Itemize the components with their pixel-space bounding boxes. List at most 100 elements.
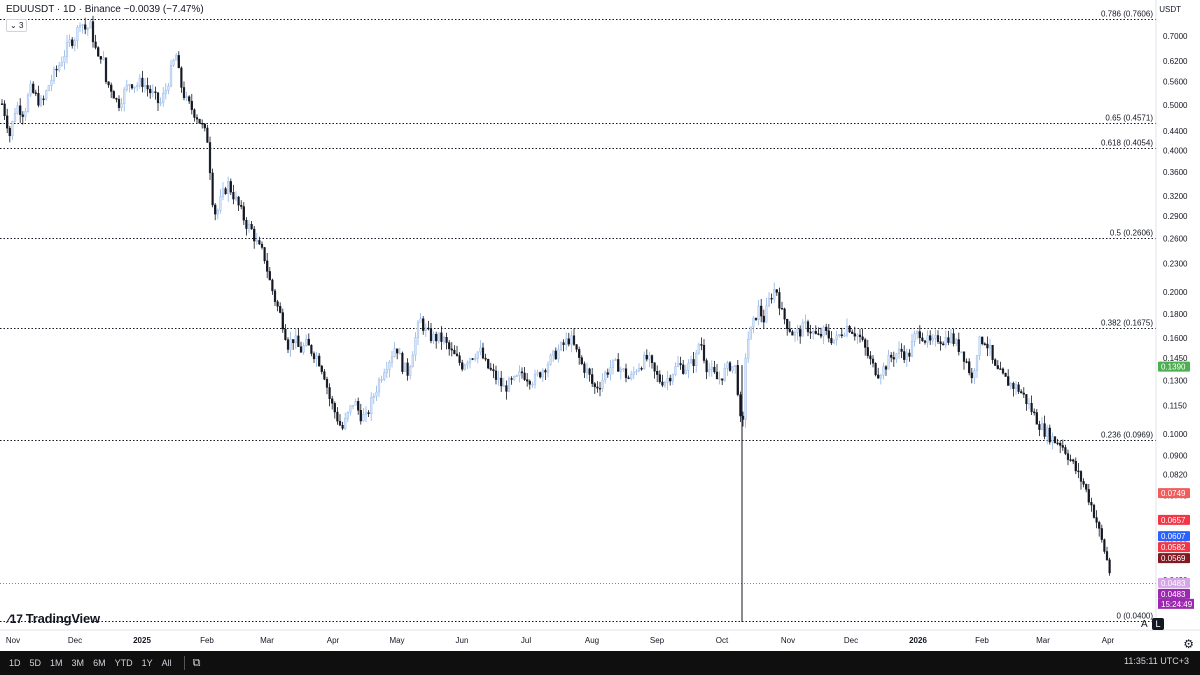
candle-body [47, 85, 50, 91]
candle-body [276, 301, 279, 307]
candle [632, 366, 635, 380]
candle-body [1082, 481, 1085, 485]
candle-body [1035, 412, 1038, 425]
candle [523, 367, 526, 381]
candle [52, 66, 56, 84]
utc-clock[interactable]: 11:35:11 UTC+3 [1124, 656, 1189, 666]
candle [562, 339, 565, 352]
candle-body [349, 405, 352, 413]
candle [201, 119, 204, 129]
timeframe-1m[interactable]: 1M [50, 658, 63, 668]
tradingview-logo[interactable]: ⁄17 TradingView [8, 611, 100, 626]
indicator-toggle[interactable]: ⌄ 3 [6, 19, 28, 32]
axis-unit[interactable]: USDT [1159, 5, 1181, 14]
auto-scale-button[interactable]: A [1141, 619, 1148, 630]
candle [26, 92, 30, 113]
timeframe-6m[interactable]: 6M [93, 658, 106, 668]
candle [172, 58, 175, 67]
candle [19, 98, 22, 123]
price-axis: 0.7000 0.6200 0.5600 0.5000 0.4400 0.4000 0.36… [1155, 0, 1194, 630]
candle [1095, 510, 1098, 529]
candle [708, 362, 711, 377]
candle [1014, 381, 1018, 395]
candle-body [115, 98, 118, 100]
candle [955, 337, 958, 347]
timeframe-all[interactable]: All [161, 658, 172, 668]
timeframe-3m[interactable]: 3M [71, 658, 85, 668]
candle [279, 302, 282, 314]
candle [591, 368, 594, 388]
candle-body [947, 337, 950, 343]
candle [916, 330, 919, 340]
candle [650, 354, 654, 369]
candle-body [1027, 402, 1031, 405]
candle-body [320, 365, 323, 372]
candle [182, 81, 186, 101]
candle [450, 342, 453, 357]
candle-body [653, 362, 656, 372]
candle-body [1038, 424, 1041, 430]
log-scale-button[interactable]: L [1152, 618, 1164, 630]
candle [455, 345, 459, 357]
timeframe-1d[interactable]: 1D [9, 658, 21, 668]
candle [728, 360, 732, 372]
candle-body [227, 181, 230, 195]
candle [424, 323, 427, 337]
candle [180, 66, 183, 93]
candle-body [302, 345, 305, 353]
symbol-title[interactable]: EDUUSDT · 1D · Binance [6, 4, 121, 15]
candle [796, 324, 799, 341]
candle-body [383, 372, 386, 380]
timeframe-5d[interactable]: 5D [29, 658, 42, 668]
candle-body [536, 372, 539, 375]
candle-body [559, 342, 563, 350]
candle [559, 341, 563, 352]
candle [349, 405, 352, 416]
candle [656, 365, 659, 383]
candle [578, 346, 581, 365]
candle [167, 83, 170, 95]
candle [968, 358, 971, 376]
settings-gear-icon[interactable]: ⚙ [1183, 637, 1194, 651]
candle [1022, 387, 1025, 398]
candle [908, 349, 911, 362]
x-tick-13: Dec [844, 636, 858, 645]
timeframe-1y[interactable]: 1Y [141, 658, 153, 668]
y-tick-16: 0.1150 [1163, 401, 1187, 410]
candle-body [489, 367, 492, 370]
candle [715, 364, 719, 380]
candle-body [141, 77, 144, 88]
candle [994, 358, 997, 367]
calendar-range-icon[interactable]: ⧉ [192, 656, 201, 669]
candle-body [310, 345, 313, 354]
candle-body [541, 370, 544, 378]
timeframe-ytd[interactable]: YTD [114, 658, 133, 668]
candle-body [492, 369, 495, 372]
y-tick-3: 0.5000 [1163, 101, 1188, 110]
candle [593, 382, 596, 394]
candle-body [689, 359, 693, 364]
candle-body [622, 368, 625, 370]
candle [411, 351, 414, 368]
candle-body [29, 83, 32, 96]
candle [16, 101, 19, 115]
candle [744, 353, 747, 428]
candle [1025, 394, 1028, 411]
candle [663, 380, 667, 389]
candle [897, 341, 901, 359]
candle [445, 332, 448, 350]
candle-body [130, 84, 134, 89]
candle [188, 95, 191, 104]
candle [614, 357, 617, 361]
candle [320, 364, 323, 375]
candle [1061, 439, 1064, 451]
candle-body [328, 387, 331, 400]
candle-body [650, 355, 654, 363]
candle-body [887, 354, 890, 370]
candle [861, 329, 864, 342]
candle [325, 376, 329, 395]
x-tick-0: Nov [6, 636, 20, 645]
candle-body [832, 339, 836, 344]
candlestick-chart[interactable]: 0.786 (0.7606) 0.65 (0.4571) 0.618 (0.4054… [0, 0, 1200, 651]
candle-body [598, 387, 602, 390]
